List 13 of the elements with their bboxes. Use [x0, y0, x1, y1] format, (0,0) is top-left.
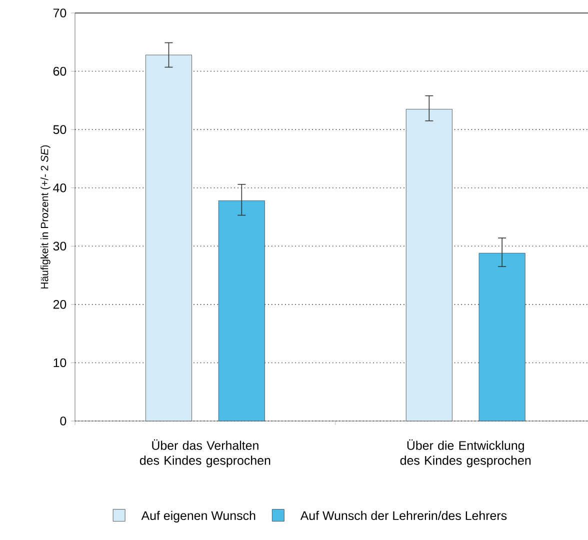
x-tick-label: Über das Verhalten des Kindes gesprochen	[140, 439, 270, 468]
y-tick-label: 60	[53, 66, 66, 76]
y-tick-label: 50	[53, 125, 66, 134]
legend-label: Auf Wunsch der Lehrerin/des Lehrers	[300, 510, 507, 520]
x-tick-label: Über die Entwicklung des Kindes gesprochen	[400, 439, 531, 468]
y-tick-label: 70	[53, 8, 66, 18]
y-tick-label: 30	[53, 242, 66, 251]
y-tick-label: 0	[60, 416, 66, 426]
legend-label: Auf eigenen Wunsch	[141, 510, 256, 522]
y-tick-label: 10	[54, 358, 66, 368]
y-tick-label: 20	[53, 300, 66, 309]
y-axis-title: Häufigkeit in Prozent (+/- 2 SE)	[40, 145, 50, 288]
y-tick-label: 40	[53, 183, 66, 192]
